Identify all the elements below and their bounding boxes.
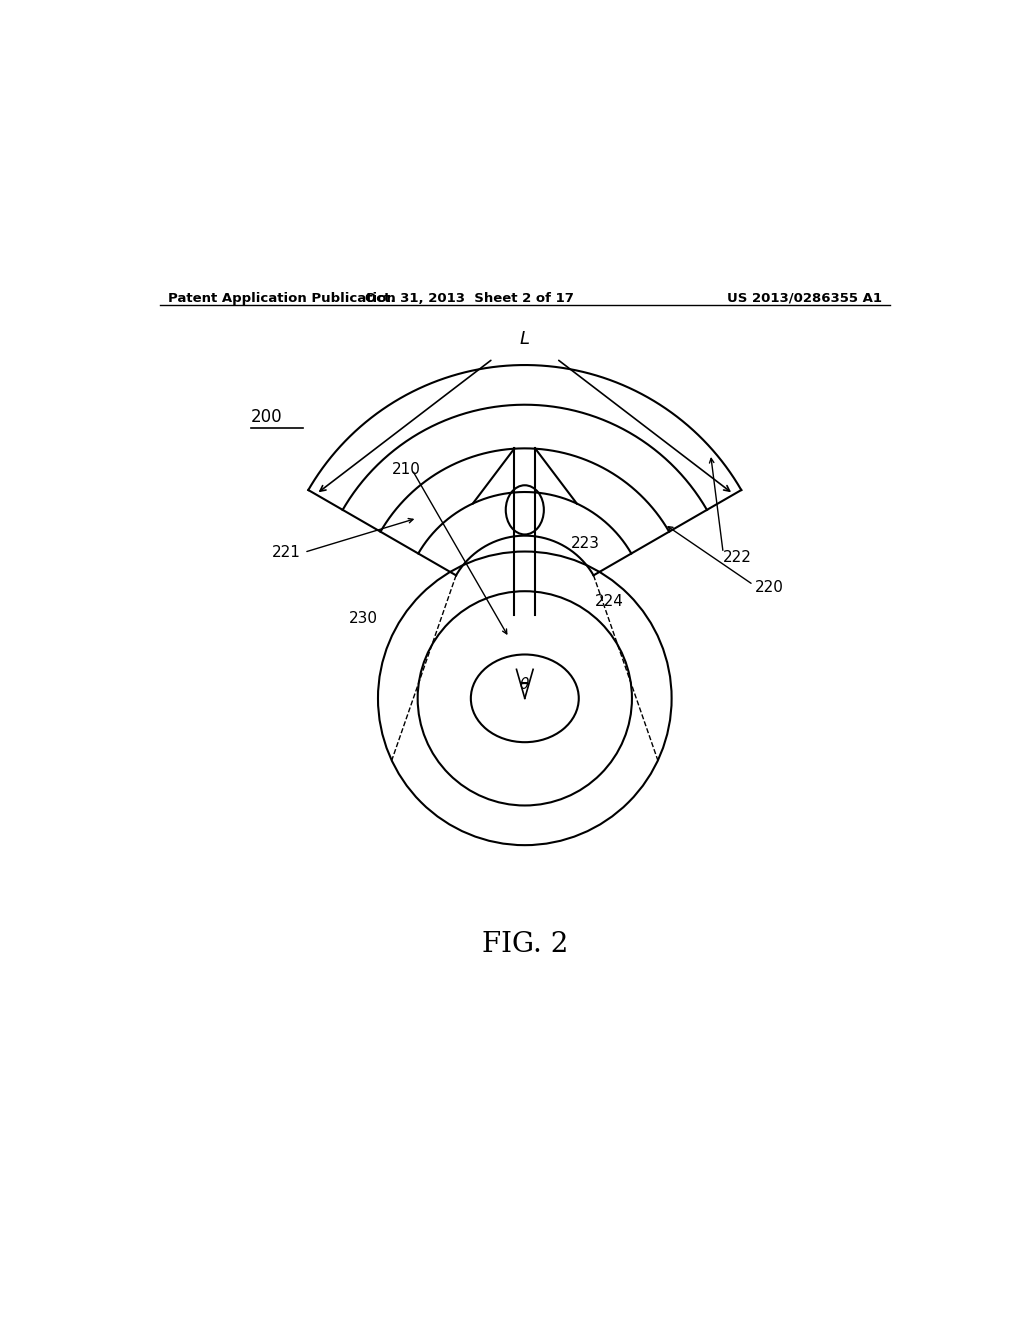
Text: 220: 220 xyxy=(755,579,783,595)
Text: 223: 223 xyxy=(570,536,600,550)
Text: 210: 210 xyxy=(391,462,420,478)
Text: FIG. 2: FIG. 2 xyxy=(481,931,568,958)
Text: 200: 200 xyxy=(251,408,283,426)
Text: 222: 222 xyxy=(723,549,752,565)
Text: 230: 230 xyxy=(348,611,378,627)
Text: L: L xyxy=(520,330,529,347)
Text: Oct. 31, 2013  Sheet 2 of 17: Oct. 31, 2013 Sheet 2 of 17 xyxy=(365,292,573,305)
Text: Patent Application Publication: Patent Application Publication xyxy=(168,292,395,305)
Text: 224: 224 xyxy=(595,594,624,609)
Text: θ: θ xyxy=(520,677,529,692)
Text: 221: 221 xyxy=(272,545,301,560)
Text: US 2013/0286355 A1: US 2013/0286355 A1 xyxy=(727,292,882,305)
